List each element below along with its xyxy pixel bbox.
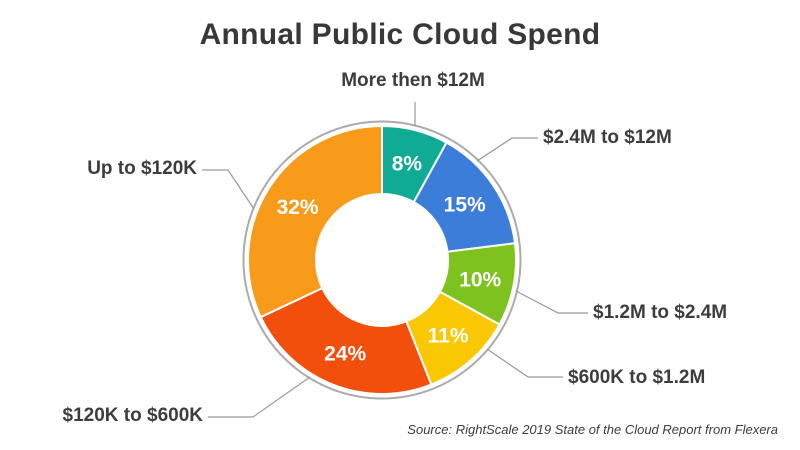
leader-line-600k-to-1-2m (486, 348, 563, 378)
callout-label-600k-to-1-2m: $600K to $1.2M (568, 367, 706, 388)
segment-percent-label-2: 10% (459, 268, 501, 291)
leader-line-up-to-120k (202, 169, 255, 210)
segment-percent-label-1: 15% (444, 193, 486, 216)
callout-label-more-then-12m: More then $12M (341, 70, 485, 91)
donut-outer-ring (242, 120, 522, 400)
leader-line-2-4m-to-12m (476, 137, 538, 162)
segment-percent-label-5: 32% (277, 196, 319, 219)
segment-percent-label-3: 11% (428, 325, 469, 348)
callout-label-up-to-120k: Up to $120K (87, 158, 197, 179)
leader-line-120k-to-600k (208, 376, 311, 418)
callout-label-120k-to-600k: $120K to $600K (62, 405, 203, 426)
segment-percent-label-0: 8% (392, 153, 423, 176)
donut-segment-4 (259, 287, 433, 395)
leader-line-1-2m-to-2-4m (515, 290, 588, 314)
chart-title: Annual Public Cloud Spend (199, 18, 601, 51)
callout-label-1-2m-to-2-4m: $1.2M to $2.4M (593, 302, 728, 323)
source-attribution: Source: RightScale 2019 State of the Clo… (407, 422, 778, 437)
segment-percent-label-4: 24% (324, 343, 366, 366)
donut-segment-5 (247, 125, 383, 319)
callout-label-2-4m-to-12m: $2.4M to $12M (543, 127, 672, 148)
